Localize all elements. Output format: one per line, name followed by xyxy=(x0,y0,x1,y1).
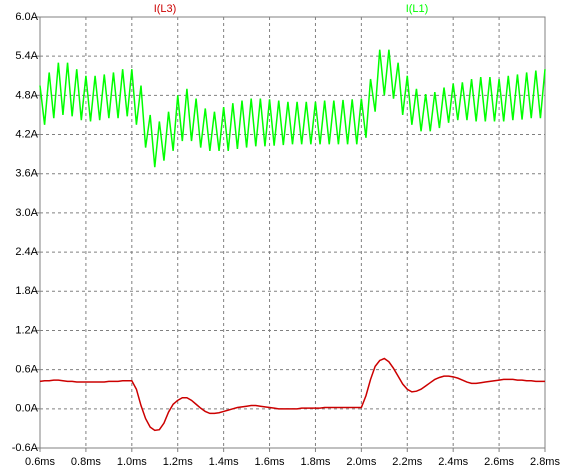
y-tick-label: 4.8A xyxy=(15,89,38,101)
y-tick-label: 1.2A xyxy=(15,324,38,336)
y-tick-label: -0.6A xyxy=(12,442,39,454)
x-tick-label: 2.0ms xyxy=(346,456,376,468)
x-tick-label: 2.4ms xyxy=(438,456,468,468)
series-line xyxy=(39,357,545,432)
x-tick-label: 1.0ms xyxy=(117,456,147,468)
y-tick-label: 3.0A xyxy=(15,207,38,219)
y-tick-label: 3.6A xyxy=(15,168,38,180)
y-tick-label: 0.0A xyxy=(15,403,38,415)
x-tick-label: 1.6ms xyxy=(255,456,285,468)
x-tick-label: 2.8ms xyxy=(530,456,560,468)
y-tick-label: 4.2A xyxy=(15,128,38,140)
y-tick-label: 5.4A xyxy=(15,50,38,62)
x-tick-label: 1.4ms xyxy=(209,456,239,468)
x-tick-label: 0.6ms xyxy=(25,456,55,468)
x-tick-label: 2.6ms xyxy=(484,456,514,468)
legend-label: I(L3) xyxy=(154,3,177,15)
x-tick-label: 1.8ms xyxy=(300,456,330,468)
x-tick-label: 0.8ms xyxy=(71,456,101,468)
y-tick-label: 6.0A xyxy=(15,11,38,23)
legend-label: I(L1) xyxy=(406,3,429,15)
y-tick-label: 1.8A xyxy=(15,285,38,297)
x-tick-label: 1.2ms xyxy=(163,456,193,468)
x-tick-label: 2.2ms xyxy=(392,456,422,468)
y-tick-label: 2.4A xyxy=(15,246,38,258)
y-tick-label: 0.6A xyxy=(15,364,38,376)
series-line xyxy=(39,49,546,168)
